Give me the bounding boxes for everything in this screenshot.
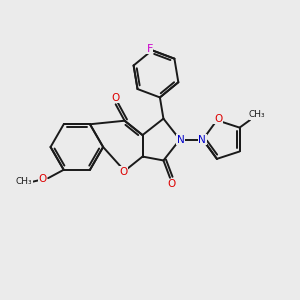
Text: N: N: [198, 134, 206, 145]
Text: O: O: [112, 93, 120, 103]
Text: N: N: [177, 134, 184, 145]
Text: O: O: [167, 179, 175, 189]
Text: CH₃: CH₃: [249, 110, 266, 119]
Text: O: O: [39, 174, 47, 184]
Text: CH₃: CH₃: [16, 177, 33, 186]
Text: O: O: [119, 167, 128, 177]
Text: O: O: [214, 114, 222, 124]
Text: F: F: [146, 44, 153, 54]
